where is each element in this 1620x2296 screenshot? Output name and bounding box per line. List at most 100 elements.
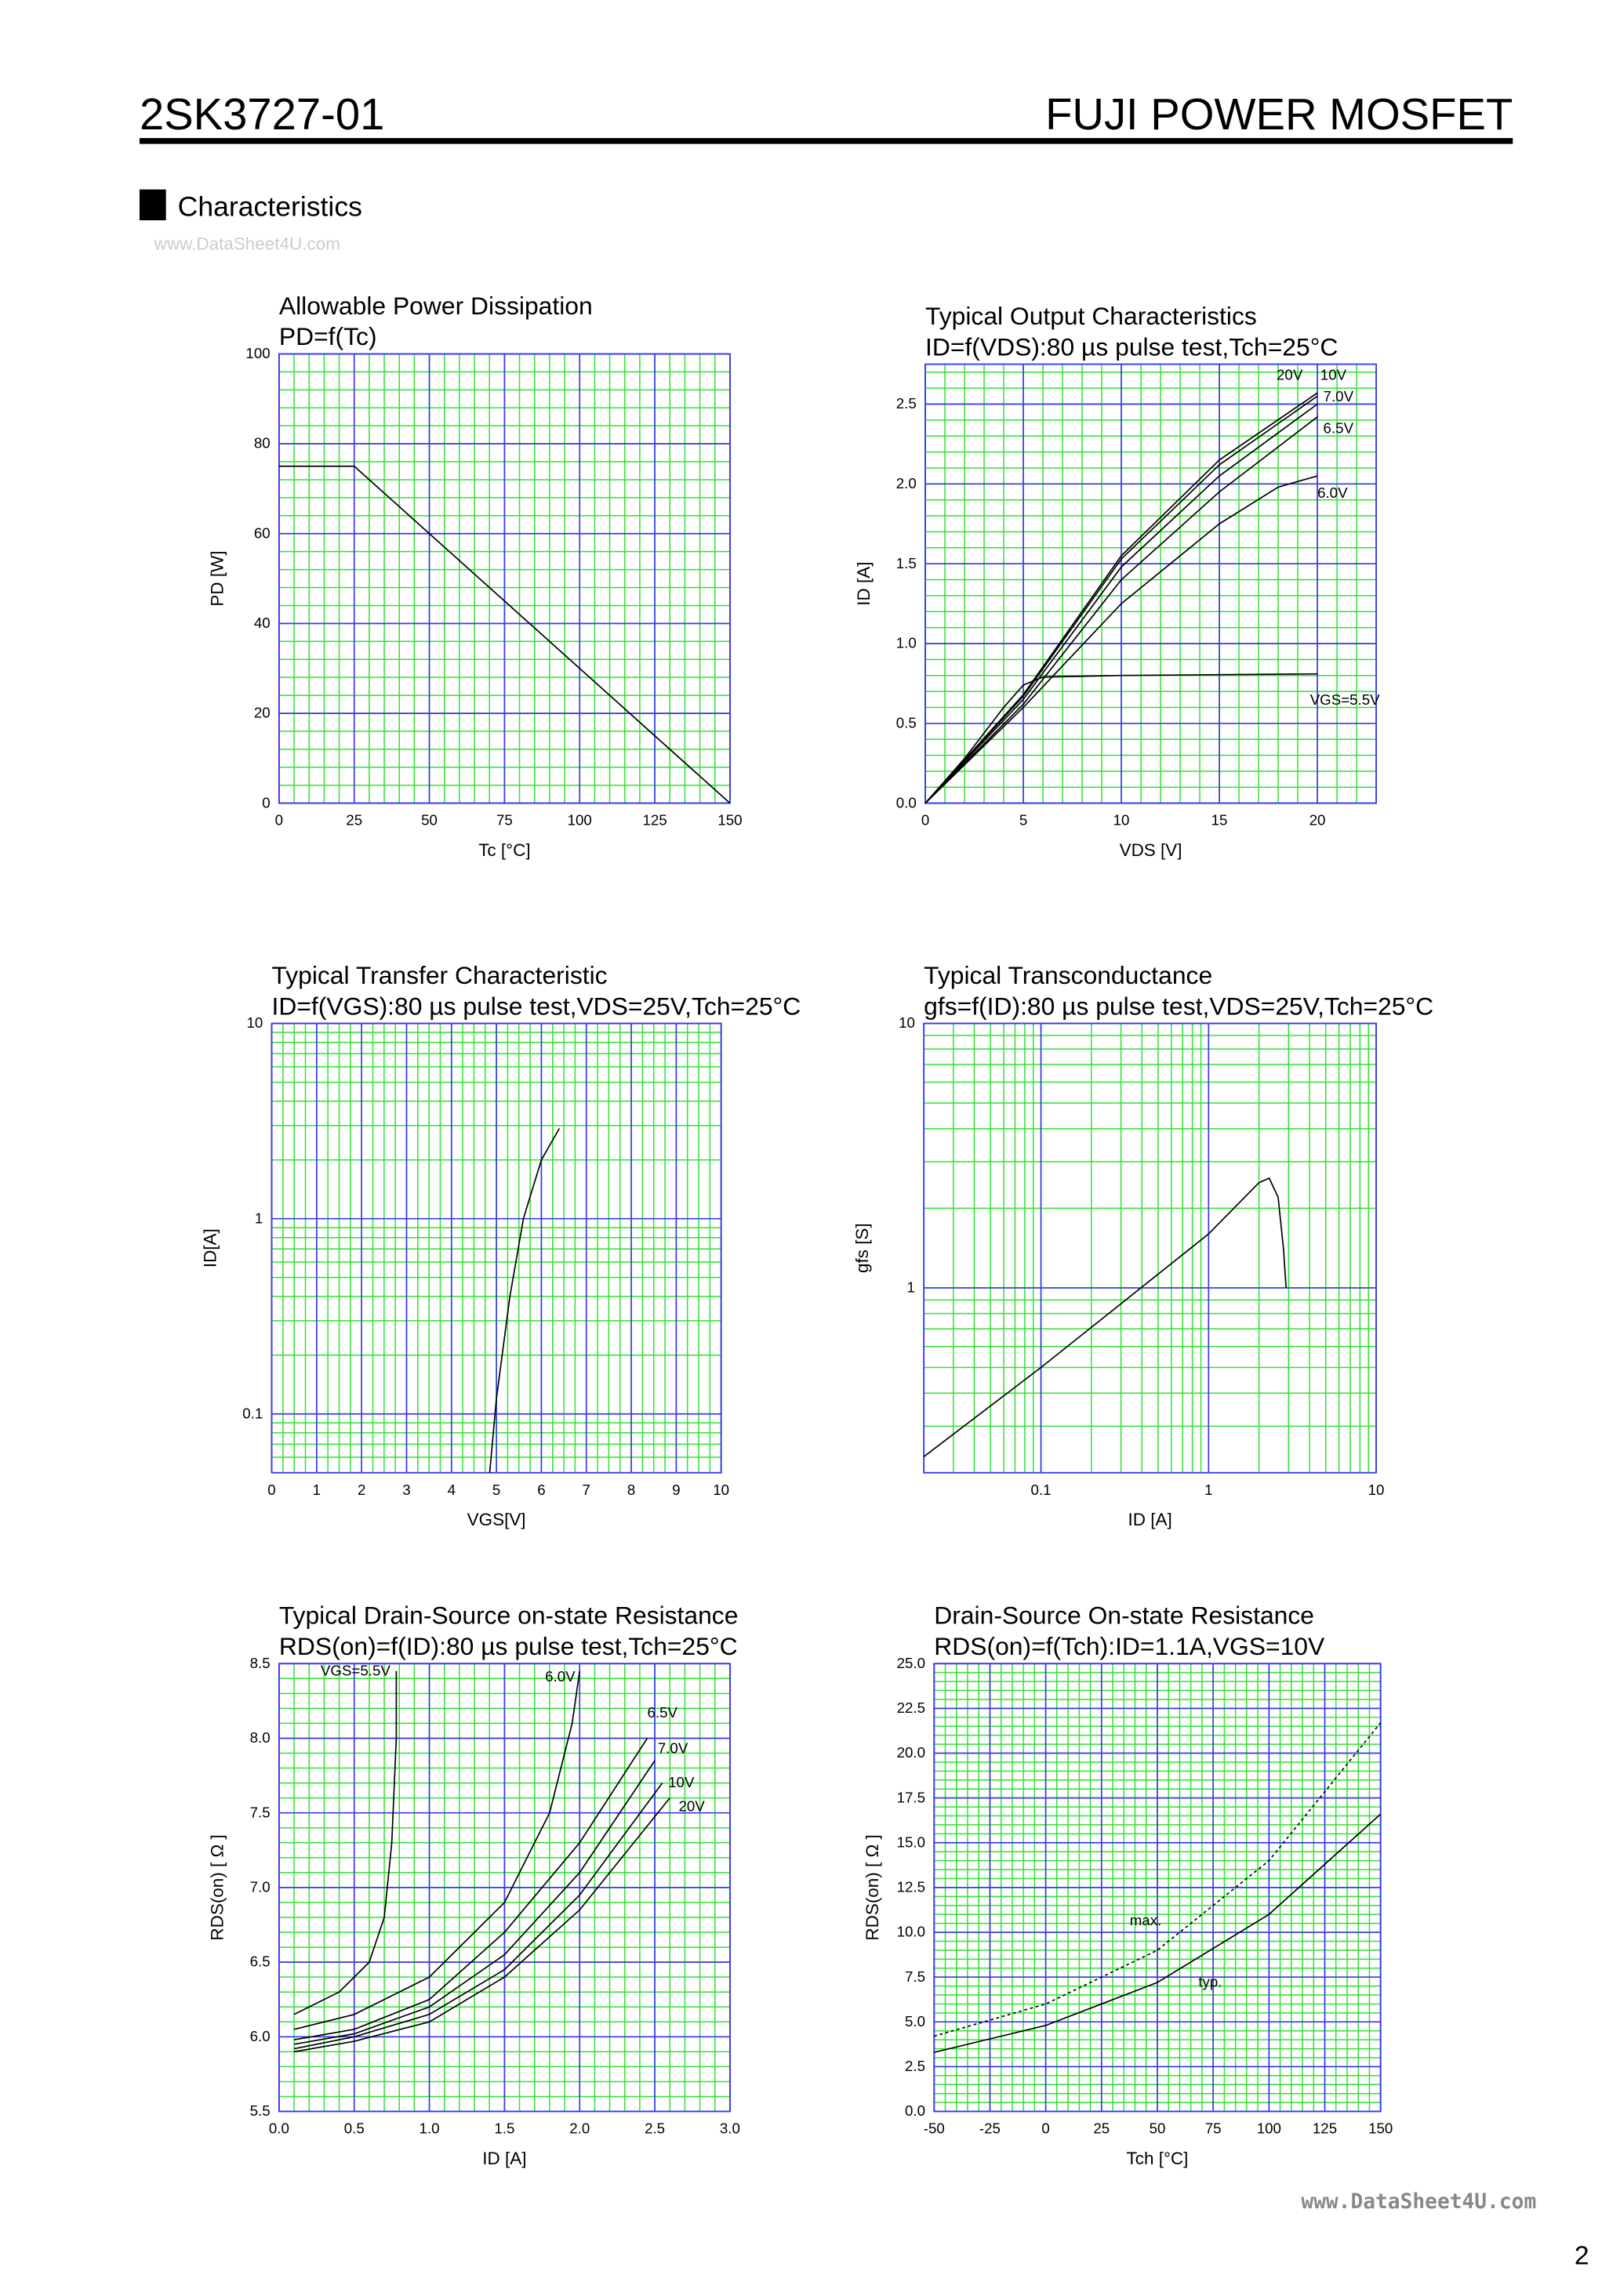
y-tick-label: 2.5 bbox=[905, 2058, 925, 2074]
y-tick-label: 2.5 bbox=[896, 395, 917, 412]
curve bbox=[924, 416, 1318, 804]
chart-title: Typical Transfer Characteristic bbox=[272, 961, 608, 989]
chart-subtitle: RDS(on)=f(Tch):ID=1.1A,VGS=10V bbox=[934, 1632, 1325, 1660]
x-tick-label: 100 bbox=[568, 812, 592, 829]
y-tick-label: 0.0 bbox=[905, 2102, 925, 2119]
curve bbox=[924, 392, 1318, 804]
x-tick-label: 2.5 bbox=[645, 2120, 665, 2137]
chart-subtitle: RDS(on)=f(ID):80 µs pulse test,Tch=25°C bbox=[279, 1632, 738, 1660]
curve bbox=[278, 465, 731, 804]
x-axis-label: Tch [°C] bbox=[1127, 2149, 1189, 2168]
x-tick-label: 0.0 bbox=[269, 2120, 289, 2137]
curve-label: 6.5V bbox=[1324, 419, 1354, 436]
plot-frame bbox=[271, 1022, 722, 1474]
x-tick-label: 10 bbox=[713, 1482, 729, 1498]
x-tick-label: 50 bbox=[1150, 2120, 1166, 2137]
curve bbox=[293, 1783, 663, 2050]
curve bbox=[924, 403, 1318, 804]
chart-title: Typical Output Characteristics bbox=[925, 302, 1257, 330]
plot-frame bbox=[924, 363, 1378, 804]
y-tick-label: 1 bbox=[907, 1279, 915, 1296]
chart-subtitle: ID=f(VDS):80 µs pulse test,Tch=25°C bbox=[925, 332, 1338, 361]
x-axis-label: ID [A] bbox=[482, 2149, 526, 2168]
y-tick-label: 1 bbox=[255, 1210, 263, 1226]
footer-watermark: www.DataSheet4U.com bbox=[1301, 2190, 1536, 2214]
curve bbox=[293, 1797, 670, 2053]
curve-label: 6.0V bbox=[1317, 484, 1348, 501]
y-tick-label: 5.5 bbox=[250, 2102, 271, 2119]
x-tick-label: 25 bbox=[1093, 2120, 1110, 2137]
curve bbox=[923, 1177, 1287, 1457]
curve-label: max. bbox=[1130, 1912, 1162, 1928]
x-tick-label: 15 bbox=[1211, 812, 1228, 829]
curve-label: 6.5V bbox=[647, 1704, 677, 1721]
x-axis-label: ID [A] bbox=[1128, 1510, 1172, 1529]
chart-subtitle: gfs=f(ID):80 µs pulse test,VDS=25V,Tch=2… bbox=[924, 992, 1433, 1020]
y-axis-label: ID [A] bbox=[854, 562, 874, 606]
x-tick-label: 1.5 bbox=[494, 2120, 514, 2137]
curve bbox=[293, 1670, 581, 2030]
x-tick-label: 5 bbox=[1019, 812, 1027, 829]
x-tick-label: 10 bbox=[1113, 812, 1130, 829]
x-tick-label: 150 bbox=[717, 812, 742, 829]
y-tick-label: 22.5 bbox=[897, 1699, 925, 1716]
y-tick-label: 15.0 bbox=[897, 1834, 925, 1850]
x-tick-label: 25 bbox=[346, 812, 362, 829]
x-tick-label: 8 bbox=[627, 1482, 635, 1498]
x-tick-label: 0 bbox=[267, 1482, 275, 1498]
y-tick-label: 8.0 bbox=[250, 1729, 271, 1746]
y-tick-label: 7.5 bbox=[250, 1804, 271, 1820]
x-tick-label: 6 bbox=[537, 1482, 545, 1498]
curve-label: 10V bbox=[668, 1774, 695, 1790]
x-axis-label: VGS[V] bbox=[467, 1510, 526, 1529]
y-tick-label: 10 bbox=[246, 1014, 263, 1031]
y-tick-label: 20 bbox=[254, 705, 271, 721]
curve-label: 7.0V bbox=[1324, 388, 1354, 404]
curve bbox=[293, 1760, 656, 2045]
curve bbox=[924, 673, 1318, 804]
y-axis-label: gfs [S] bbox=[852, 1223, 872, 1273]
x-tick-label: 0 bbox=[1041, 2120, 1049, 2137]
x-tick-label: 3 bbox=[402, 1482, 410, 1498]
y-axis-label: ID[A] bbox=[200, 1228, 220, 1268]
y-tick-label: 80 bbox=[254, 435, 271, 452]
y-tick-label: 10.0 bbox=[897, 1924, 925, 1940]
y-tick-label: 5.0 bbox=[905, 2013, 925, 2029]
x-tick-label: 5 bbox=[492, 1482, 500, 1498]
curve-label: 20V bbox=[678, 1798, 705, 1815]
x-tick-label: 0.5 bbox=[344, 2120, 365, 2137]
chart-title: Typical Transconductance bbox=[924, 961, 1212, 989]
section-marker bbox=[139, 189, 166, 221]
x-tick-label: 20 bbox=[1309, 812, 1326, 829]
x-tick-label: 1.0 bbox=[420, 2120, 440, 2137]
x-tick-label: 1 bbox=[313, 1482, 321, 1498]
x-tick-label: 150 bbox=[1368, 2120, 1393, 2137]
x-tick-label: 1 bbox=[1204, 1482, 1212, 1498]
curve-label: VGS=5.5V bbox=[321, 1662, 390, 1678]
curve-label: 7.0V bbox=[658, 1740, 688, 1757]
chart-subtitle: ID=f(VGS):80 µs pulse test,VDS=25V,Tch=2… bbox=[272, 992, 801, 1020]
curve-label: 20V bbox=[1277, 366, 1303, 383]
curve-label: 10V bbox=[1320, 367, 1347, 383]
y-tick-label: 6.0 bbox=[250, 2028, 271, 2044]
x-tick-label: 125 bbox=[1313, 2120, 1337, 2137]
y-tick-label: 0.1 bbox=[242, 1405, 263, 1421]
x-tick-label: -50 bbox=[924, 2120, 945, 2137]
brand: FUJI POWER MOSFET bbox=[1045, 89, 1513, 139]
chart-title: Drain-Source On-state Resistance bbox=[934, 1601, 1314, 1630]
curve-label: 6.0V bbox=[545, 1668, 576, 1685]
y-tick-label: 2.0 bbox=[896, 475, 917, 491]
curve bbox=[934, 1722, 1382, 2037]
x-tick-label: 10 bbox=[1368, 1482, 1385, 1498]
x-tick-label: 50 bbox=[421, 812, 438, 829]
y-tick-label: 1.5 bbox=[896, 555, 917, 571]
y-tick-label: 12.5 bbox=[897, 1879, 925, 1895]
x-tick-label: 75 bbox=[1205, 2120, 1222, 2137]
x-tick-label: 2 bbox=[358, 1482, 365, 1498]
y-tick-label: 0.0 bbox=[896, 794, 917, 811]
y-tick-label: 17.5 bbox=[897, 1789, 925, 1805]
y-tick-label: 25.0 bbox=[897, 1655, 925, 1671]
x-tick-label: 0 bbox=[275, 812, 283, 829]
y-tick-label: 7.5 bbox=[905, 1968, 925, 1985]
y-tick-label: 40 bbox=[254, 615, 271, 631]
